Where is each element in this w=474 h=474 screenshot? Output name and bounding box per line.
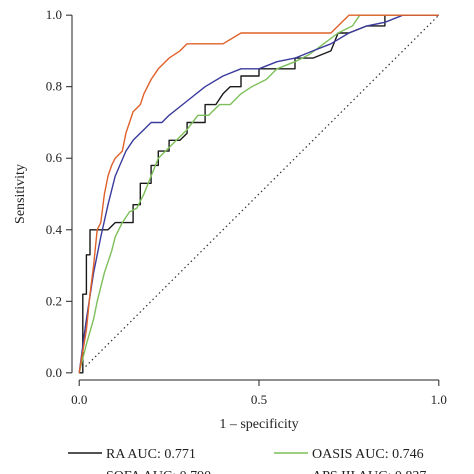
y-axis-label: Sensitivity [13,164,28,224]
x-axis-label: 1 – specificity [219,417,298,432]
roc-curve-2 [78,14,439,373]
legend-label: APS III AUC: 0.837 [312,469,426,474]
legend: RA AUC: 0.771 OASIS AUC: 0.746 SOFA AUC: 0… [68,447,426,474]
y-tick-label: 1.0 [46,7,62,22]
legend-label: SOFA AUC: 0.790 [106,469,211,474]
roc-curve-1 [79,15,386,374]
legend-label: OASIS AUC: 0.746 [312,447,424,462]
x-axis-ticks: 0.0 0.5 1.0 [71,380,447,407]
x-tick-label: 0.0 [71,392,87,407]
y-tick-label: 0.2 [46,293,62,308]
y-tick-label: 0.8 [46,79,62,94]
y-axis-ticks: 0.0 0.2 0.4 0.6 0.8 1.0 [46,7,72,380]
roc-curves [78,14,439,374]
y-tick-label: 0.6 [46,150,63,165]
x-tick-label: 0.5 [251,392,267,407]
legend-label: RA AUC: 0.771 [106,447,196,462]
x-tick-label: 1.0 [431,392,447,407]
y-tick-label: 0.0 [46,365,62,380]
roc-curve-4 [78,14,439,373]
roc-curve-3 [78,14,439,373]
y-tick-label: 0.4 [46,222,63,237]
